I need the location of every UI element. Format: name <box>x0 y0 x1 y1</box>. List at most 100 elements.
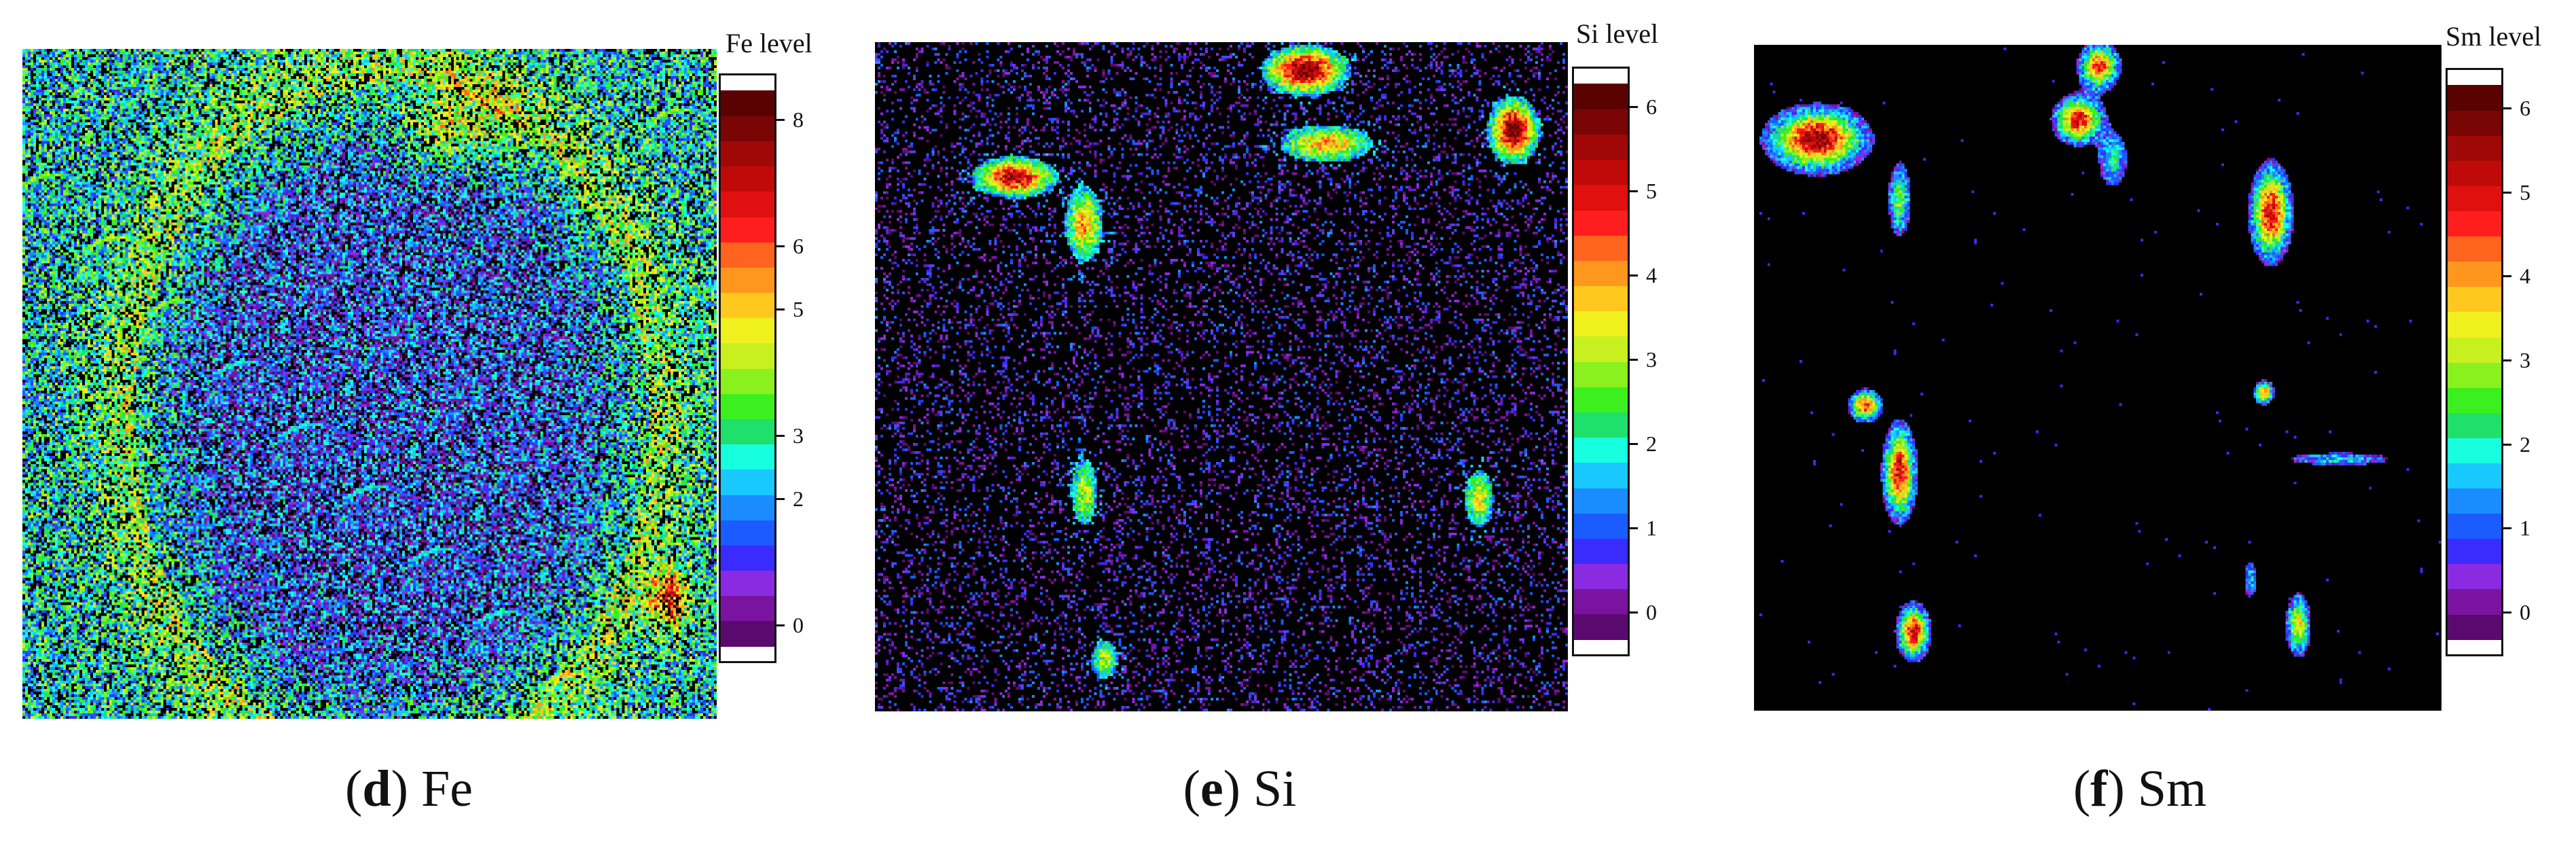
colorbar-tick-label: 0 <box>793 613 804 638</box>
colorbar-band <box>1574 538 1628 565</box>
colorbar-band <box>2448 438 2501 463</box>
colorbar-tick-mark <box>2503 443 2511 446</box>
colorbar-tick-mark <box>2503 275 2511 278</box>
colorbar-band <box>721 368 774 394</box>
colorbar-band <box>1574 235 1628 261</box>
colorbar-band <box>1574 209 1628 236</box>
sm-colorbar <box>2446 68 2503 656</box>
colorbar-band <box>721 545 774 571</box>
colorbar-band <box>721 317 774 344</box>
colorbar-band <box>2448 563 2501 590</box>
colorbar-band <box>2448 110 2501 136</box>
colorbar-band <box>721 620 774 647</box>
sm-caption-element: Sm <box>2137 760 2207 817</box>
colorbar-band <box>1574 361 1628 387</box>
colorbar-tick-label: 1 <box>2520 516 2530 541</box>
fe-elemental-map <box>22 49 717 719</box>
colorbar-band <box>721 166 774 192</box>
sm-caption-letter: f <box>2090 760 2108 817</box>
colorbar-band <box>721 267 774 294</box>
colorbar-band <box>1574 387 1628 412</box>
si-colorbar <box>1572 67 1630 656</box>
si-caption-element: Si <box>1253 760 1297 817</box>
colorbar-band <box>2448 286 2501 313</box>
fe-colorbar <box>719 73 776 663</box>
colorbar-tick-label: 2 <box>793 486 804 512</box>
colorbar-band <box>2448 614 2501 640</box>
colorbar-band <box>721 116 774 141</box>
colorbar-tick-label: 5 <box>2520 179 2530 205</box>
colorbar-band <box>1574 513 1628 539</box>
colorbar-tick-mark <box>776 498 785 501</box>
si-colorbar-title: Si level <box>1576 18 1659 49</box>
colorbar-band <box>721 494 774 520</box>
sm-caption: (f) Sm <box>2073 760 2207 817</box>
colorbar-band <box>1574 260 1628 287</box>
colorbar-tick-mark <box>1630 359 1638 361</box>
colorbar-band <box>721 90 774 116</box>
colorbar-tick-label: 1 <box>1646 515 1657 540</box>
fe-colorbar-title: Fe level <box>726 28 812 58</box>
colorbar-tick-mark <box>1630 611 1638 614</box>
si-caption-letter: e <box>1200 760 1223 817</box>
colorbar-band <box>2448 538 2501 565</box>
colorbar-band <box>2448 261 2501 287</box>
colorbar-band <box>721 570 774 597</box>
colorbar-band <box>721 393 774 419</box>
colorbar-band <box>721 469 774 495</box>
colorbar-band <box>2448 135 2501 161</box>
colorbar-band <box>721 595 774 622</box>
colorbar-band <box>1574 109 1628 135</box>
colorbar-tick-label: 8 <box>793 107 804 132</box>
colorbar-band <box>721 191 774 217</box>
colorbar-band <box>2448 336 2501 363</box>
colorbar-band <box>1574 310 1628 337</box>
colorbar-band <box>721 242 774 268</box>
colorbar-band <box>2448 362 2501 388</box>
colorbar-band <box>2448 311 2501 338</box>
colorbar-band <box>721 216 774 243</box>
colorbar-tick-mark <box>776 308 785 311</box>
colorbar-tick-label: 3 <box>1646 347 1657 372</box>
colorbar-tick-mark <box>776 119 785 122</box>
colorbar-tick-label: 3 <box>793 423 804 448</box>
colorbar-band <box>2448 463 2501 489</box>
si-elemental-map <box>875 42 1568 711</box>
colorbar-tick-label: 6 <box>793 234 804 259</box>
colorbar-tick-mark <box>1630 274 1638 277</box>
colorbar-band <box>2448 211 2501 237</box>
colorbar-band <box>1574 134 1628 160</box>
si-map-canvas <box>875 42 1568 711</box>
colorbar-tick-mark <box>1630 442 1638 445</box>
colorbar-tick-mark <box>1630 190 1638 193</box>
sm-colorbar-title: Sm level <box>2446 21 2542 52</box>
colorbar-band <box>721 342 774 369</box>
colorbar-band <box>1574 285 1628 312</box>
colorbar-band <box>2448 387 2501 413</box>
colorbar-tick-label: 5 <box>793 297 804 322</box>
panel-sm: Sm level 0 1 2 3 4 5 6 (f) Sm <box>1732 0 2575 852</box>
colorbar-band <box>1574 437 1628 463</box>
colorbar-band <box>2448 160 2501 186</box>
si-caption: (e) Si <box>1183 760 1297 817</box>
colorbar-band <box>2448 236 2501 262</box>
fe-caption-letter: d <box>362 760 391 817</box>
colorbar-band <box>2448 588 2501 615</box>
colorbar-tick-mark <box>776 435 785 438</box>
colorbar-tick-label: 0 <box>2520 599 2530 624</box>
colorbar-band <box>1574 614 1628 640</box>
colorbar-tick-label: 4 <box>2520 264 2530 289</box>
fe-caption: (d) Fe <box>345 760 473 817</box>
panel-fe: Fe level 0 2 3 5 6 8 (d) Fe <box>0 0 842 852</box>
colorbar-tick-label: 5 <box>1646 179 1657 204</box>
colorbar-tick-label: 0 <box>1646 599 1657 624</box>
colorbar-band <box>721 292 774 319</box>
colorbar-tick-mark <box>1630 106 1638 109</box>
colorbar-band <box>1574 487 1628 514</box>
colorbar-tick-mark <box>2503 611 2511 614</box>
colorbar-band <box>2448 513 2501 539</box>
colorbar-tick-mark <box>776 624 785 627</box>
colorbar-tick-mark <box>2503 191 2511 194</box>
colorbar-band <box>2448 488 2501 514</box>
sm-map-canvas <box>1754 45 2441 711</box>
